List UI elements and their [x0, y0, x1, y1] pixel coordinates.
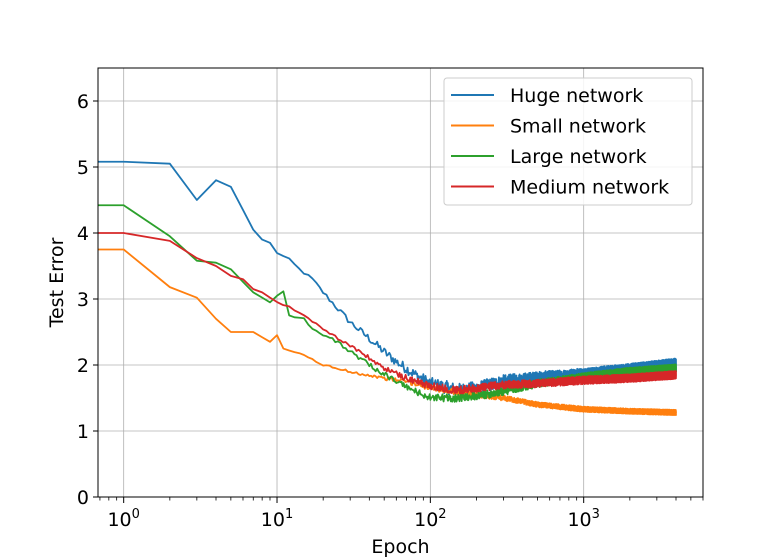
x-axis-title: Epoch — [371, 536, 429, 558]
legend-box — [443, 77, 693, 206]
y-tick-label: 3 — [77, 289, 89, 311]
y-tick-label: 6 — [77, 91, 89, 113]
legend-label: Small network — [510, 116, 646, 138]
legend-label: Large network — [510, 146, 647, 168]
plot-frame — [97, 67, 704, 498]
y-tick-label: 5 — [77, 157, 89, 179]
axis-ticks: 0 1 2 3 4 5 6 100 101 102 103 — [77, 91, 704, 531]
y-axis-title: Test Error — [46, 237, 68, 328]
x-tick-label: 102 — [414, 507, 446, 531]
x-tick-label: 103 — [567, 507, 599, 531]
series-line — [98, 232, 677, 395]
legend-label: Medium network — [510, 177, 669, 199]
y-tick-label: 1 — [77, 421, 89, 443]
series-line — [98, 248, 677, 416]
y-tick-label: 0 — [77, 487, 89, 509]
x-tick-label: 101 — [261, 507, 293, 531]
y-tick-label: 4 — [77, 223, 89, 245]
x-tick-label: 100 — [107, 507, 139, 531]
series-line — [98, 204, 677, 403]
legend: Huge network Small network Large network Me… — [443, 77, 693, 206]
y-tick-label: 2 — [77, 355, 89, 377]
legend-label: Huge network — [510, 85, 643, 107]
series-layer — [98, 160, 677, 416]
